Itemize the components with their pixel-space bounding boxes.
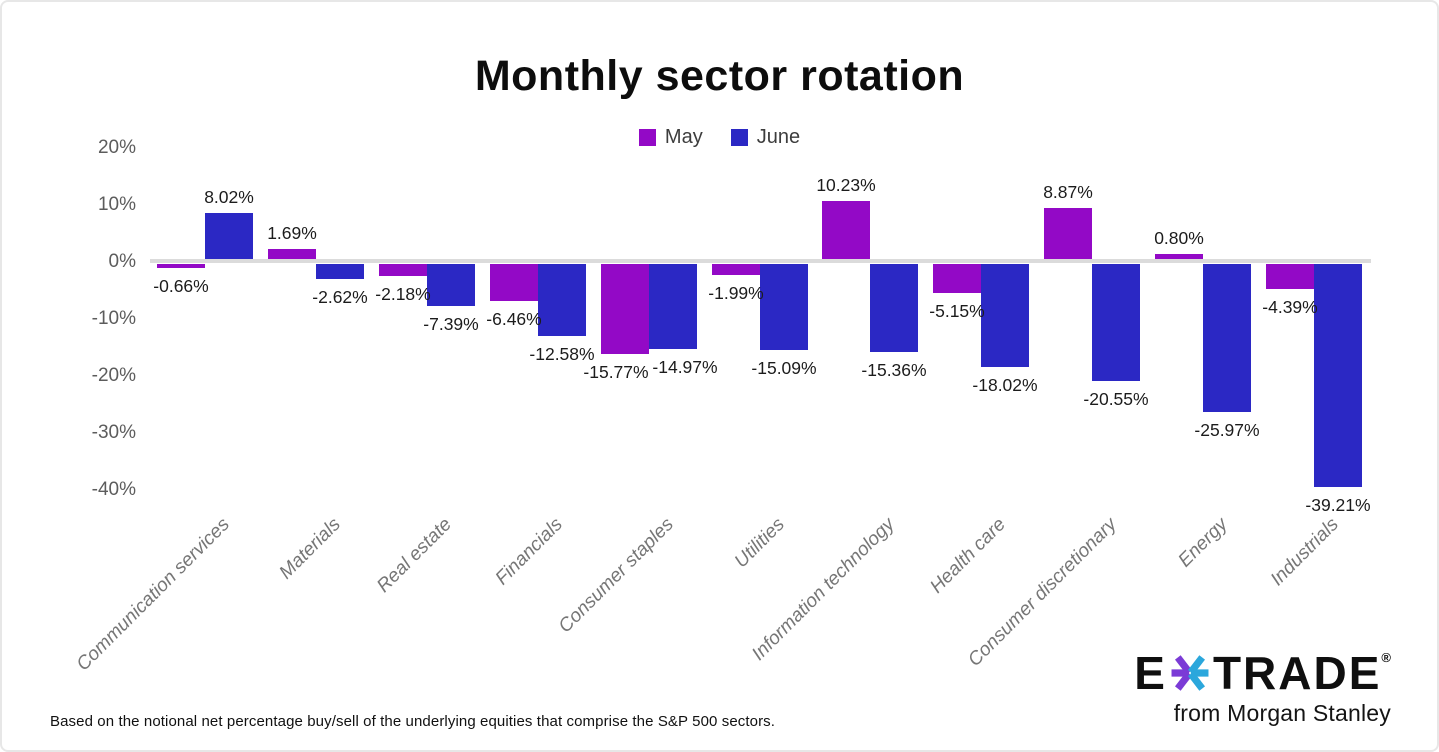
y-axis-tick-label: 20% — [97, 137, 136, 158]
bar-may-1 — [268, 249, 316, 259]
value-label-may-9: 0.80% — [1154, 228, 1204, 248]
y-axis-tick-label: 0% — [108, 251, 136, 272]
value-label-may-10: -4.39% — [1262, 297, 1318, 317]
value-label-may-1: 1.69% — [267, 223, 317, 243]
chart-legend: May June — [2, 126, 1437, 149]
bar-may-2 — [379, 264, 427, 276]
etrade-logo: E TRADE ® from Morgan Stanley — [1134, 648, 1391, 727]
bar-june-9 — [1203, 264, 1251, 412]
value-label-june-10: -39.21% — [1305, 495, 1371, 515]
etrade-logo-row: E TRADE ® — [1134, 648, 1391, 698]
bar-june-6 — [870, 264, 918, 352]
value-label-may-6: 10.23% — [816, 175, 876, 195]
bar-june-0 — [205, 213, 253, 259]
bar-may-5 — [712, 264, 760, 275]
category-label-7: Health care — [926, 514, 1011, 598]
bar-june-10 — [1314, 264, 1362, 487]
etrade-logo-e: E — [1134, 647, 1167, 699]
chart-title: Monthly sector rotation — [474, 52, 965, 100]
bar-may-0 — [157, 264, 205, 268]
value-label-may-3: -6.46% — [486, 309, 542, 329]
zero-axis-line — [150, 259, 1371, 263]
bar-may-10 — [1266, 264, 1314, 289]
bar-may-4 — [601, 264, 649, 354]
may-color-swatch — [638, 129, 656, 146]
value-label-june-4: -14.97% — [652, 357, 718, 377]
value-label-june-6: -15.36% — [861, 360, 927, 380]
value-label-may-4: -15.77% — [583, 362, 649, 382]
value-label-may-0: -0.66% — [153, 276, 209, 296]
y-axis-tick-label: -10% — [91, 308, 136, 329]
value-label-june-9: -25.97% — [1194, 420, 1260, 440]
bar-june-5 — [760, 264, 808, 350]
value-label-may-7: -5.15% — [929, 301, 985, 321]
bar-june-8 — [1092, 264, 1140, 381]
category-label-8: Consumer discretionary — [964, 514, 1122, 671]
etrade-logo-trade: TRADE — [1212, 647, 1382, 699]
y-axis-tick-label: -40% — [91, 479, 136, 500]
bar-may-7 — [933, 264, 981, 293]
legend-label-may: May — [664, 126, 703, 148]
bar-june-3 — [538, 264, 586, 336]
value-label-june-1: -2.62% — [312, 287, 368, 307]
value-label-june-2: -7.39% — [423, 314, 479, 334]
registered-trademark-symbol: ® — [1381, 650, 1391, 665]
legend-label-june: June — [756, 126, 801, 148]
legend-item-may: May — [638, 126, 703, 149]
value-label-may-5: -1.99% — [708, 283, 764, 303]
value-label-june-0: 8.02% — [204, 187, 254, 207]
chart-footnote: Based on the notional net percentage buy… — [50, 713, 776, 730]
june-color-swatch — [730, 129, 748, 146]
value-label-june-5: -15.09% — [751, 358, 817, 378]
bar-may-6 — [822, 201, 870, 259]
value-label-june-8: -20.55% — [1083, 389, 1149, 409]
value-label-june-7: -18.02% — [972, 375, 1038, 395]
bar-may-3 — [490, 264, 538, 301]
legend-item-june: June — [730, 126, 801, 149]
value-label-june-3: -12.58% — [529, 344, 595, 364]
bar-may-8 — [1044, 208, 1092, 259]
etrade-asterisk-icon — [1171, 655, 1209, 691]
bar-june-2 — [427, 264, 475, 306]
y-axis-tick-label: 10% — [97, 194, 136, 215]
bar-may-9 — [1155, 254, 1203, 259]
bar-june-4 — [649, 264, 697, 349]
y-axis-tick-label: -20% — [91, 365, 136, 386]
y-axis-tick-label: -30% — [91, 422, 136, 443]
bar-june-1 — [316, 264, 364, 279]
bar-june-7 — [981, 264, 1029, 367]
value-label-may-2: -2.18% — [375, 284, 431, 304]
value-label-may-8: 8.87% — [1043, 182, 1093, 202]
etrade-tagline: from Morgan Stanley — [1173, 700, 1391, 726]
